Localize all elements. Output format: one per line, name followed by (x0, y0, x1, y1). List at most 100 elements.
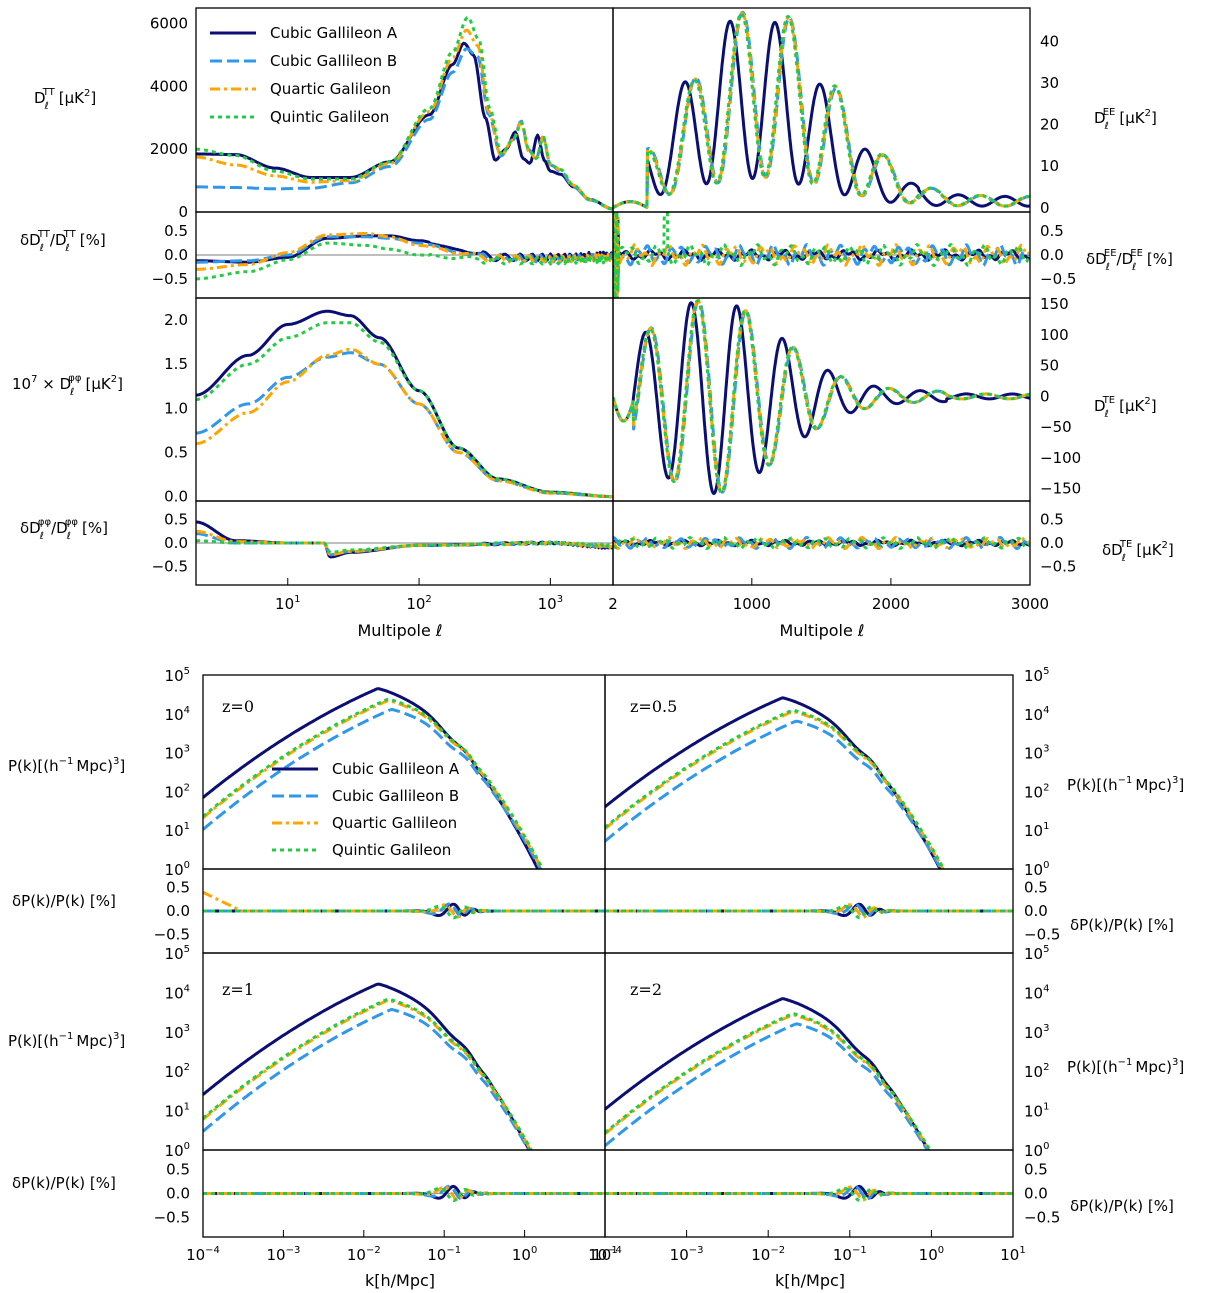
frame-pk-z1 (202, 952, 606, 1151)
ylabel-dte: δDℓTE [μK2] (1102, 539, 1174, 564)
series-pk-pk-z1-b (203, 1008, 531, 1150)
ytick-phiphi: 0.5 (164, 443, 188, 461)
series-pk-pk-z1-q (203, 999, 533, 1150)
tick-labels: 0200040006000−0.50.00.50.00.51.01.52.0−0… (150, 15, 1081, 1264)
series-dpk-z1-b (203, 1184, 605, 1201)
ytick-pk-z2: 103 (1024, 1023, 1049, 1042)
ytick-pk-z2: 101 (1024, 1102, 1049, 1121)
xtick-k-right: 101 (1000, 1245, 1025, 1264)
series-dte-b (613, 535, 1030, 551)
series-dpk-z1-5 (203, 1187, 605, 1202)
ytick-pk-z2: 100 (1024, 1141, 1049, 1160)
redshift-label-z1: z=1 (222, 980, 254, 999)
ylabel-te: DℓTE [μK2] (1094, 395, 1157, 420)
frame-dpk-z2 (604, 1149, 1014, 1238)
xtick-ell-lin: 2000 (872, 595, 910, 613)
ytick-dtt: −0.5 (152, 270, 188, 288)
ytick-dtt: 0.0 (164, 246, 188, 264)
ytick-te: 50 (1040, 357, 1059, 375)
ylabel-dpk-right-1: δP(k)/P(k) [%] (1070, 916, 1174, 934)
ytick-dpk-z2: 0.0 (1024, 1185, 1048, 1203)
panel-dpk-z05 (605, 902, 1013, 920)
series-phiphi-a (196, 309, 613, 499)
ytick-tt: 4000 (150, 77, 188, 95)
xlabel-k-left: k[h/Mpc] (365, 1271, 435, 1290)
ylabel-dee: δDℓEE/DℓEE [%] (1086, 248, 1173, 273)
ylabel-pk-z2: P(k)[(h−1 Mpc)3] (1067, 1057, 1184, 1076)
panel-pk-z1 (203, 982, 533, 1150)
panel-pk-z0 (203, 687, 545, 869)
ytick-dpk-z2: 0.5 (1024, 1160, 1048, 1178)
ytick-dte: 0.5 (1040, 511, 1064, 529)
series-pk-pk-z05-q (605, 710, 945, 869)
ytick-dee: 0.5 (1040, 222, 1064, 240)
legend-top-label-b: Cubic Gallileon B (270, 52, 397, 70)
series-pk-pk-z05-a (605, 696, 942, 869)
ytick-te: −50 (1040, 418, 1072, 436)
ytick-pk-z0: 105 (165, 666, 190, 685)
ytick-pk-z05: 102 (1024, 782, 1049, 801)
ytick-dpk-z1: −0.5 (154, 1209, 190, 1227)
ytick-phiphi: 2.0 (164, 311, 188, 329)
series-te-b (613, 299, 1030, 494)
xtick-k-left: 100 (512, 1245, 537, 1264)
ylabel-dphiphi: δDℓφφ/Dℓφφ [%] (20, 517, 108, 542)
series-te-a (613, 301, 1030, 495)
ytick-pk-z05: 105 (1024, 666, 1049, 685)
ytick-dphiphi: −0.5 (152, 557, 188, 575)
ytick-dpk-z05: −0.5 (1024, 925, 1060, 943)
panel-dee (613, 212, 1030, 298)
panel-frames (195, 7, 1031, 1238)
ytick-tt: 0 (178, 203, 188, 221)
series-phiphi-5 (196, 321, 613, 499)
series-dphiphi-5 (196, 539, 613, 554)
series-ee-5 (613, 11, 1030, 210)
series-tt-a (196, 41, 613, 211)
legend-bottom-label-5: Quintic Galileon (332, 841, 451, 859)
panel-pk-z05 (605, 696, 946, 869)
xtick-k-left: 101 (592, 1245, 617, 1264)
xtick-k-right: 10−3 (670, 1245, 704, 1264)
panel-dpk-z0 (203, 890, 605, 920)
series-pk-pk-z2-q (605, 1013, 931, 1150)
ytick-tt: 6000 (150, 15, 188, 33)
ytick-pk-z05: 101 (1024, 821, 1049, 840)
series-dpk-z0-q (203, 890, 605, 919)
series-tt-q (196, 28, 613, 211)
xtick-k-left: 10−1 (427, 1245, 461, 1264)
panel-dtt (196, 232, 613, 281)
ytick-pk-z2: 104 (1024, 983, 1049, 1002)
ytick-pk-z0: 102 (165, 782, 190, 801)
ytick-dpk-z1: 0.0 (166, 1185, 190, 1203)
ytick-pk-z1: 102 (165, 1062, 190, 1081)
ytick-pk-z05: 103 (1024, 744, 1049, 763)
legend-top-label-q: Quartic Galileon (270, 80, 391, 98)
ytick-dte: −0.5 (1040, 557, 1076, 575)
ytick-dphiphi: 0.0 (164, 534, 188, 552)
legend-top-label-a: Cubic Gallileon A (270, 24, 398, 42)
xtick-k-right: 10−4 (588, 1245, 622, 1264)
legend-bottom-label-q: Quartic Gallileon (332, 814, 457, 832)
ytick-ee: 30 (1040, 74, 1059, 92)
xtick-k-right: 10−2 (751, 1245, 785, 1264)
ylabel-dpk-left-2: δP(k)/P(k) [%] (12, 1174, 116, 1192)
series-tt-b (196, 47, 613, 211)
ytick-pk-z1: 101 (165, 1102, 190, 1121)
series-pk-pk-z2-5 (605, 1012, 932, 1150)
ytick-dpk-z0: 0.0 (166, 902, 190, 920)
panel-pk-z2 (605, 997, 932, 1150)
series-dee-b (613, 212, 1030, 298)
ylabel-pk-z05: P(k)[(h−1 Mpc)3] (1067, 775, 1184, 794)
series-pk-pk-z2-a (605, 997, 930, 1150)
ylabel-pk-z0: P(k)[(h−1 Mpc)3] (8, 756, 125, 775)
series-ee-a (613, 19, 1030, 210)
ytick-pk-z0: 104 (165, 705, 190, 724)
ylabel-dtt: δDℓTT/DℓTT [%] (20, 229, 106, 254)
xtick-k-left: 10−2 (347, 1245, 381, 1264)
legend-bottom-label-b: Cubic Gallileon B (332, 787, 459, 805)
xlabel-right: Multipole ℓ (779, 621, 864, 640)
ytick-pk-z1: 100 (165, 1141, 190, 1160)
panel-dte (613, 535, 1030, 551)
ytick-te: 150 (1040, 295, 1069, 313)
